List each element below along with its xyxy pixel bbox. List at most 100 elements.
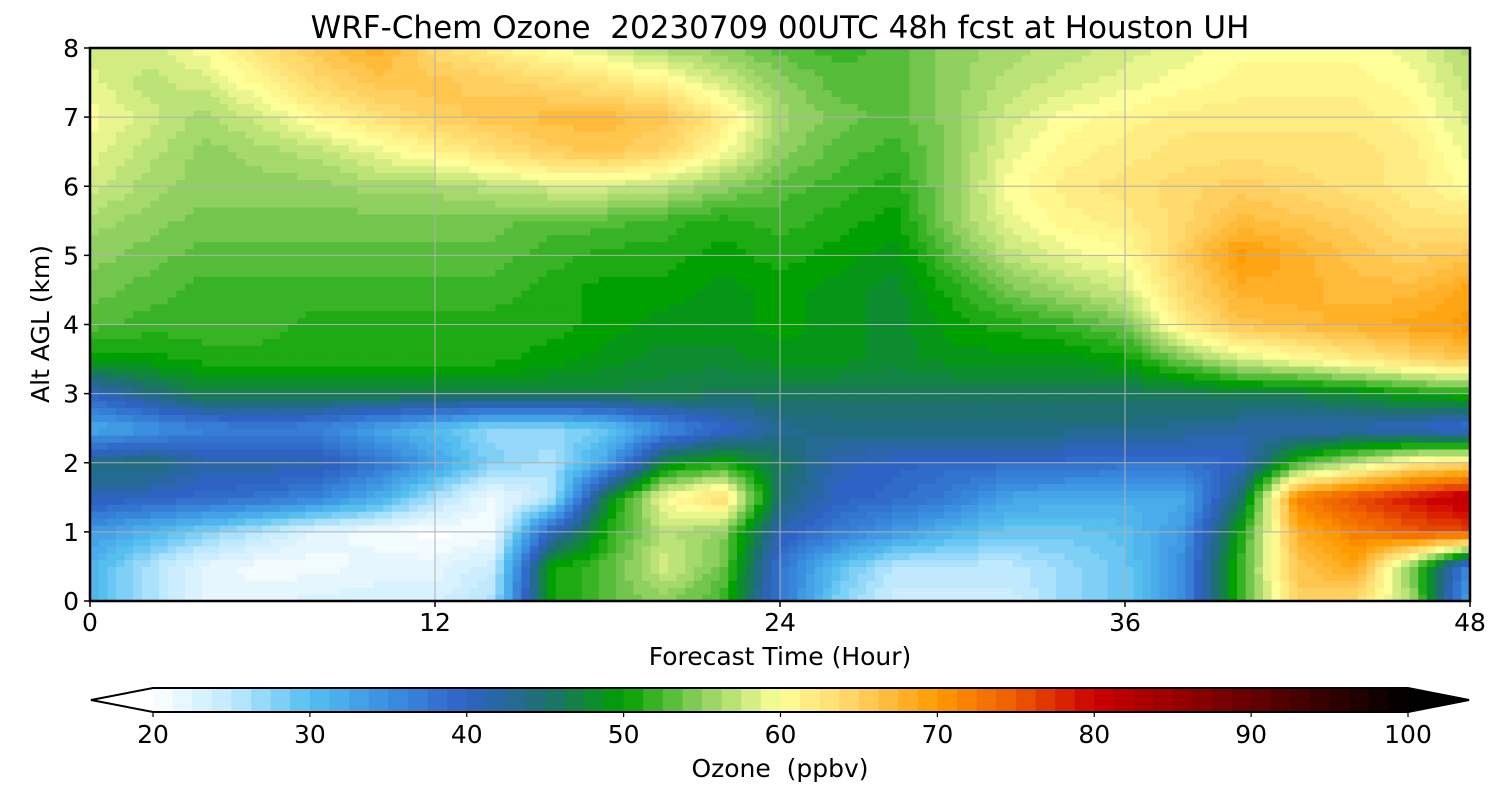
heatmap-cell: [98, 552, 108, 561]
heatmap-cell: [633, 393, 643, 402]
heatmap-cell: [711, 580, 721, 588]
heatmap-cell: [409, 573, 419, 581]
heatmap-cell: [719, 469, 729, 478]
heatmap-cell: [124, 421, 134, 429]
heatmap-cell: [1461, 594, 1470, 601]
heatmap-cell: [1401, 594, 1411, 601]
heatmap-cell: [823, 531, 833, 540]
heatmap-cell: [987, 490, 997, 498]
heatmap-cell: [814, 587, 824, 595]
heatmap-cell: [1392, 580, 1402, 588]
heatmap-cell: [391, 483, 402, 491]
heatmap-cell: [1038, 538, 1048, 547]
heatmap-cell: [1090, 407, 1100, 415]
heatmap-cell: [357, 386, 367, 395]
heatmap-cell: [823, 435, 833, 443]
heatmap-cell: [866, 559, 876, 568]
heatmap-cell: [1228, 518, 1238, 526]
heatmap-cell: [521, 455, 531, 464]
heatmap-cell: [987, 497, 997, 505]
heatmap-cell: [124, 518, 134, 526]
heatmap-cell: [1306, 462, 1316, 471]
heatmap-cell: [728, 573, 738, 581]
heatmap-cell: [805, 573, 816, 581]
heatmap-cell: [1401, 566, 1411, 574]
heatmap-cell: [1073, 552, 1083, 561]
heatmap-cell: [598, 386, 609, 395]
heatmap-cell: [1133, 545, 1143, 554]
heatmap-cell: [1099, 421, 1109, 429]
heatmap-cell: [771, 414, 781, 422]
heatmap-cell: [762, 566, 772, 574]
heatmap-cell: [780, 594, 790, 601]
heatmap-cell: [702, 524, 712, 533]
heatmap-cell: [952, 497, 962, 505]
heatmap-cell: [167, 469, 177, 478]
heatmap-cell: [1444, 414, 1454, 422]
heatmap-cell: [236, 448, 246, 457]
heatmap-cell: [357, 448, 367, 457]
heatmap-cell: [909, 462, 919, 471]
heatmap-cell: [228, 531, 238, 540]
heatmap-cell: [253, 504, 264, 512]
heatmap-cell: [952, 559, 962, 568]
heatmap-cell: [814, 580, 824, 588]
heatmap-cell: [1245, 511, 1255, 519]
heatmap-cell: [469, 511, 479, 519]
heatmap-cell: [1064, 538, 1074, 547]
heatmap-cell: [797, 566, 807, 574]
heatmap-cell: [1064, 518, 1074, 526]
heatmap-cell: [150, 580, 160, 588]
heatmap-cell: [417, 594, 427, 601]
heatmap-cell: [995, 407, 1005, 415]
heatmap-cell: [98, 497, 108, 505]
heatmap-cell: [159, 421, 169, 429]
heatmap-cell: [400, 462, 410, 471]
heatmap-cell: [1297, 455, 1307, 464]
heatmap-cell: [1237, 552, 1247, 561]
heatmap-cell: [495, 462, 505, 471]
heatmap-cell: [1435, 573, 1445, 581]
heatmap-cell: [1297, 580, 1307, 588]
heatmap-cell: [271, 545, 281, 554]
heatmap-cell: [176, 518, 186, 526]
heatmap-cell: [1461, 428, 1470, 436]
heatmap-cell: [866, 538, 876, 547]
heatmap-cell: [245, 566, 255, 574]
heatmap-cell: [90, 531, 100, 540]
heatmap-cell: [279, 469, 289, 478]
heatmap-cell: [305, 400, 315, 409]
heatmap-cell: [288, 538, 298, 547]
heatmap-cell: [987, 573, 997, 581]
heatmap-cell: [849, 497, 859, 505]
heatmap-cell: [642, 552, 652, 561]
heatmap-cell: [443, 538, 453, 547]
heatmap-cell: [1202, 428, 1212, 436]
heatmap-cell: [590, 469, 600, 478]
heatmap-cell: [598, 462, 609, 471]
heatmap-cell: [348, 386, 358, 395]
heatmap-cell: [1254, 545, 1264, 554]
heatmap-cell: [624, 414, 634, 422]
heatmap-cell: [1038, 469, 1048, 478]
heatmap-cell: [1211, 518, 1221, 526]
heatmap-cell: [1047, 580, 1057, 588]
heatmap-cell: [1306, 393, 1316, 402]
heatmap-cell: [322, 469, 333, 478]
heatmap-cell: [745, 538, 755, 547]
heatmap-cell: [736, 462, 747, 471]
heatmap-cell: [1297, 469, 1307, 478]
heatmap-cell: [262, 511, 272, 519]
heatmap-cell: [1099, 428, 1109, 436]
heatmap-cell: [754, 400, 764, 409]
heatmap-cell: [115, 379, 126, 388]
heatmap-cell: [900, 435, 910, 443]
heatmap-cell: [1461, 435, 1470, 443]
heatmap-cell: [124, 531, 134, 540]
heatmap-cell: [115, 435, 126, 443]
heatmap-cell: [1392, 414, 1402, 422]
heatmap-cell: [1125, 524, 1135, 533]
heatmap-cell: [849, 448, 859, 457]
heatmap-cell: [1349, 580, 1359, 588]
heatmap-cell: [1357, 407, 1368, 415]
